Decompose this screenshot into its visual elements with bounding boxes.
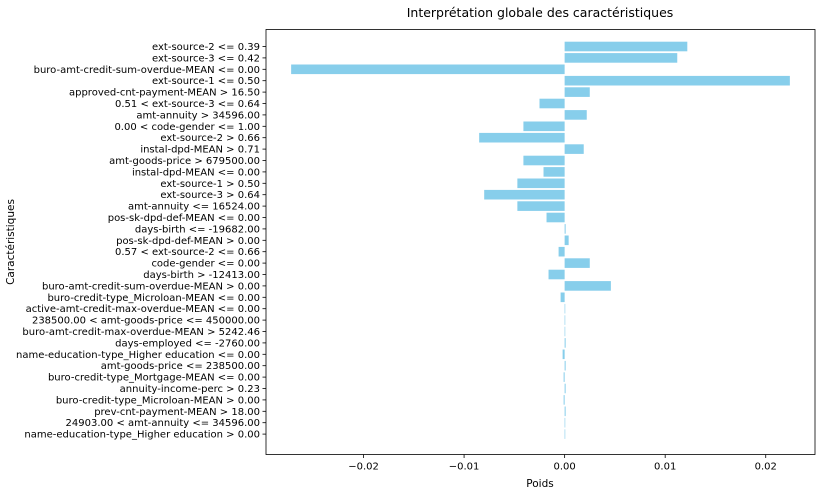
x-tick-label: −0.01 [449,462,480,473]
bar [564,383,566,394]
category-label: 238500.00 < amt-goods-price <= 450000.00 [32,316,260,327]
category-label: days-birth > -12413.00 [143,270,260,281]
bar [548,269,565,280]
category-label: name-education-type_Higher education <= … [16,350,260,361]
category-label: ext-source-2 > 0.66 [160,133,260,144]
category-label: pos-sk-dpd-def-MEAN > 0.00 [116,236,260,247]
bar [563,372,565,382]
category-label: amt-annuity > 34596.00 [136,110,260,121]
bar [517,201,565,211]
bar [291,64,565,75]
category-label: ext-source-1 > 0.50 [160,179,260,190]
x-axis-label: Poids [526,478,553,490]
category-label: ext-source-2 <= 0.39 [152,42,260,53]
y-axis-label: Caractéristiques [5,199,17,285]
x-tick-label: 0.02 [755,462,777,473]
bar [564,429,566,439]
category-label: amt-goods-price <= 238500.00 [101,361,260,372]
bar [564,406,566,417]
bar [564,315,566,325]
category-label: name-education-type_Higher education > 0… [24,430,260,441]
x-tick-label: −0.02 [348,462,379,473]
bar [564,87,590,97]
plot-frame [265,29,816,455]
bars-group [291,41,790,439]
category-label: buro-credit-type_Mortgage-MEAN <= 0.00 [48,373,260,384]
bar [564,360,566,371]
category-label: active-amt-credit-max-overdue-MEAN <= 0.… [26,304,260,315]
bar [564,41,688,52]
category-label: code-gender <= 0.00 [151,259,260,270]
bar [562,349,565,360]
category-label: 0.00 < code-gender <= 1.00 [114,122,260,133]
category-label: days-employed <= -2760.00 [115,338,260,349]
bar [479,132,565,143]
bar [564,144,584,154]
bar [558,246,565,257]
category-label: approved-cnt-payment-MEAN > 16.50 [69,88,260,99]
bar [543,167,565,177]
bar [564,338,566,348]
bar [564,53,678,63]
category-label: annuity-income-perc > 0.23 [120,384,260,395]
x-tick-label: 0.00 [553,462,575,473]
bar [546,212,565,223]
category-label: instal-dpd-MEAN <= 0.00 [132,167,260,178]
category-label: instal-dpd-MEAN > 0.71 [140,145,260,156]
category-label: buro-amt-credit-max-overdue-MEAN > 5242.… [22,327,260,338]
category-label: ext-source-3 <= 0.42 [152,53,260,64]
bar [564,281,611,291]
category-label: pos-sk-dpd-def-MEAN <= 0.00 [108,213,260,224]
bar [564,224,566,234]
category-label: 0.57 < ext-source-2 <= 0.66 [115,247,260,258]
bar [564,258,590,268]
category-label: prev-cnt-payment-MEAN > 18.00 [94,407,260,418]
bar [564,75,790,86]
bar [560,292,565,303]
bar [564,326,566,337]
chart-title: Interprétation globale des caractéristiq… [407,5,674,20]
bar [523,155,565,166]
category-label: days-birth <= -19682.00 [135,224,260,235]
bar [564,110,587,120]
category-label: buro-credit-type_Microloan-MEAN <= 0.00 [47,293,260,304]
x-axis-ticks: −0.02 −0.01 0.00 0.01 0.02 [348,454,777,473]
bar [564,303,566,314]
category-label: buro-credit-type_Microloan-MEAN > 0.00 [56,395,260,406]
category-label: amt-goods-price > 679500.00 [109,156,260,167]
bar [564,235,569,246]
category-label: 24903.00 < amt-annuity <= 34596.00 [66,418,260,429]
bar [564,417,566,428]
category-label: buro-amt-credit-sum-overdue-MEAN <= 0.00 [34,65,260,76]
category-label: buro-amt-credit-sum-overdue-MEAN > 0.00 [42,281,260,292]
bar [539,98,565,109]
category-label: ext-source-1 <= 0.50 [152,76,260,87]
x-tick-label: 0.01 [654,462,676,473]
bar [563,395,565,405]
category-label: amt-annuity <= 16524.00 [128,202,260,213]
category-label: 0.51 < ext-source-3 <= 0.64 [115,99,260,110]
bar [484,189,565,200]
category-label: ext-source-3 > 0.64 [160,190,260,201]
bar [523,121,565,132]
bar [517,178,565,189]
